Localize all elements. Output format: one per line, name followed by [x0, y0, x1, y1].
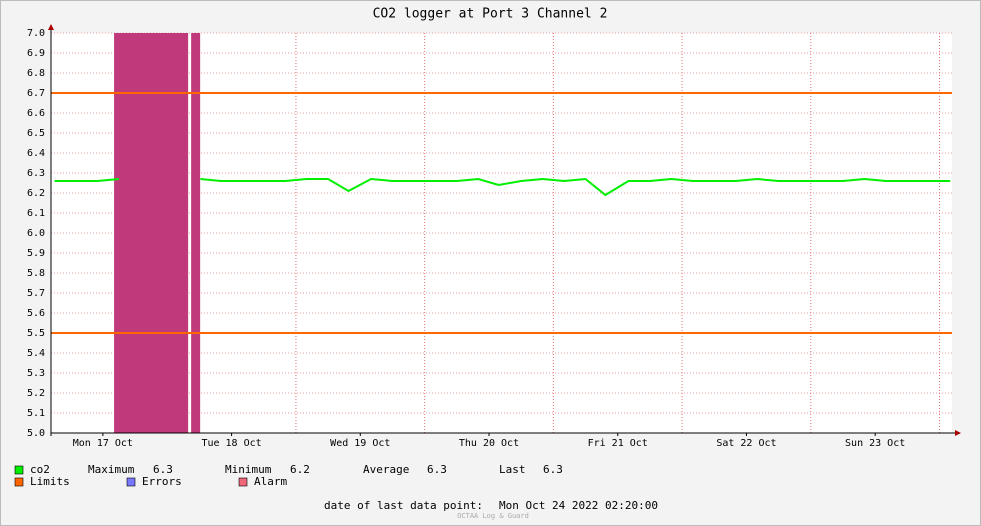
footer-value: Mon Oct 24 2022 02:20:00 [499, 499, 658, 512]
y-tick-label: 6.8 [27, 68, 45, 79]
watermark: OCTAA Log & Guard [457, 512, 529, 520]
x-tick-label: Wed 19 Oct [330, 438, 390, 449]
legend-swatch [14, 465, 24, 475]
stat-value: 6.3 [153, 463, 173, 476]
y-tick-label: 6.0 [27, 228, 45, 239]
y-tick-label: 5.1 [27, 408, 45, 419]
x-tick-label: Sat 22 Oct [716, 438, 776, 449]
stat-label: Last [499, 463, 526, 476]
y-tick-label: 6.9 [27, 48, 45, 59]
y-tick-label: 7.0 [27, 28, 45, 39]
y-tick-label: 5.2 [27, 388, 45, 399]
stat-value: 6.3 [427, 463, 447, 476]
y-tick-label: 6.1 [27, 208, 45, 219]
y-tick-label: 6.6 [27, 108, 45, 119]
y-tick-label: 5.5 [27, 328, 45, 339]
legend-swatch [14, 477, 24, 487]
stat-label: Minimum [225, 463, 272, 476]
y-tick-label: 5.6 [27, 308, 45, 319]
y-tick-label: 5.3 [27, 368, 45, 379]
legend-swatch [238, 477, 248, 487]
stat-label: Average [363, 463, 409, 476]
stat-label: Maximum [88, 463, 135, 476]
data-line [54, 177, 951, 197]
y-tick-label: 6.7 [27, 88, 45, 99]
x-tick-label: Mon 17 Oct [73, 438, 133, 449]
y-tick-label: 5.9 [27, 248, 45, 259]
stat-value: 6.2 [290, 463, 310, 476]
x-tick-label: Thu 20 Oct [459, 438, 519, 449]
legend-label: Limits [30, 475, 70, 488]
legend-label: Errors [142, 475, 182, 488]
y-tick-label: 6.5 [27, 128, 45, 139]
legend-label: Alarm [254, 475, 287, 488]
x-tick-label: Sun 23 Oct [845, 438, 905, 449]
y-tick-label: 5.4 [27, 348, 45, 359]
axis-arrow [955, 430, 961, 436]
footer-label: date of last data point: [324, 499, 483, 512]
y-tick-label: 5.7 [27, 288, 45, 299]
y-tick-label: 6.3 [27, 168, 45, 179]
legend-swatch [126, 477, 136, 487]
y-tick-label: 5.0 [27, 428, 45, 439]
alarm-band [114, 33, 189, 433]
y-tick-label: 6.2 [27, 188, 45, 199]
alarm-band [191, 33, 201, 433]
x-tick-label: Fri 21 Oct [588, 438, 648, 449]
y-tick-label: 6.4 [27, 148, 45, 159]
legend-label: co2 [30, 463, 50, 476]
axis-arrow [48, 24, 54, 30]
x-tick-label: Tue 18 Oct [201, 438, 261, 449]
chart-title: CO2 logger at Port 3 Channel 2 [373, 7, 608, 22]
stat-value: 6.3 [543, 463, 563, 476]
y-tick-label: 5.8 [27, 268, 45, 279]
